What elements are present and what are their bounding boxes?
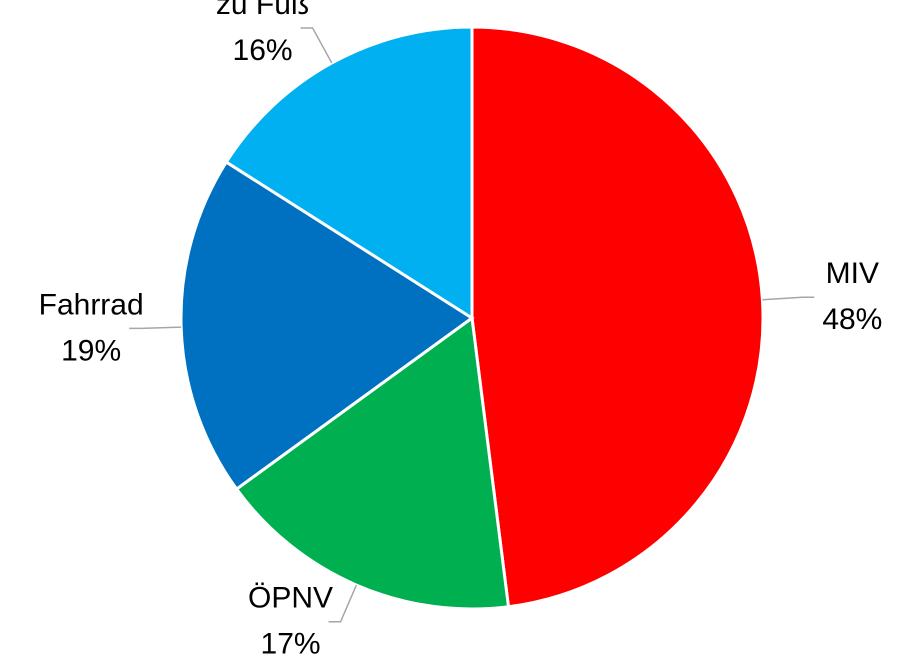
slice-label: zu Fuß <box>216 0 309 21</box>
slice-label: ÖPNV <box>248 582 333 615</box>
slice-value-label: 17% <box>261 628 321 661</box>
pie-slice <box>224 25 474 321</box>
leader-line <box>328 584 358 623</box>
slice-value-label: 48% <box>822 303 882 336</box>
pie-slice <box>470 25 765 609</box>
leader-line <box>300 27 333 64</box>
slice-label: MIV <box>826 257 879 290</box>
leader-line <box>129 326 182 330</box>
slice-value-label: 19% <box>61 334 121 367</box>
slice-label: Fahrrad <box>39 288 144 321</box>
slice-value-label: 16% <box>233 34 293 67</box>
leader-line <box>762 296 815 301</box>
pie-slice <box>179 160 475 492</box>
